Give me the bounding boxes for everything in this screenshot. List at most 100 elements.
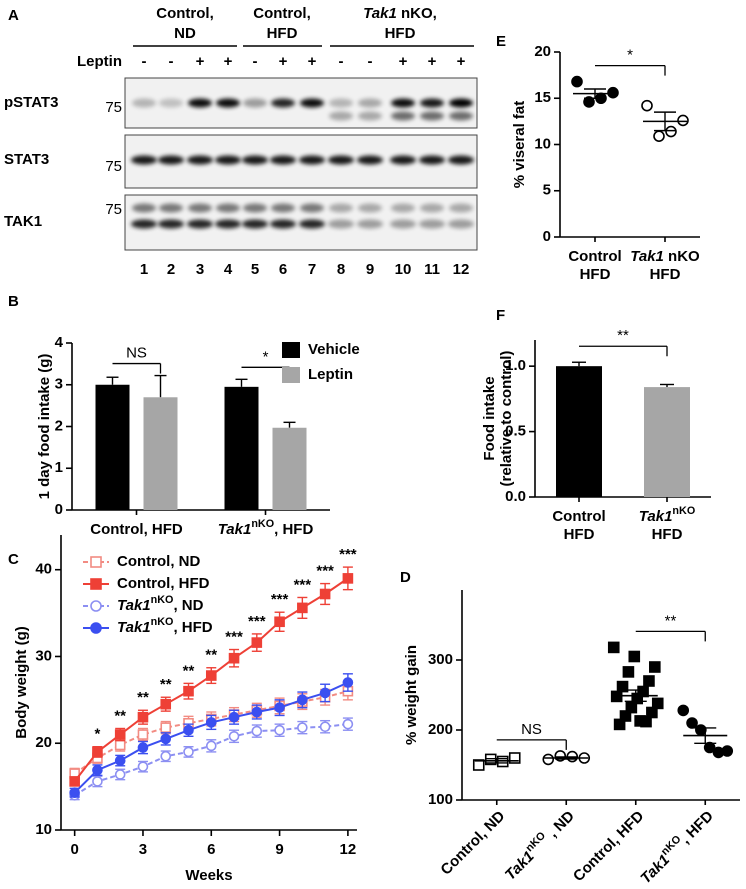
significance: **	[160, 676, 172, 693]
point	[160, 733, 172, 745]
point	[653, 130, 665, 142]
y-tick-label: 1	[55, 459, 63, 476]
group-label: Tak1 nKO,	[363, 5, 437, 22]
blot-band	[391, 203, 415, 213]
x-tick-label: Control, ND	[437, 808, 508, 879]
significance: ***	[225, 628, 243, 645]
blot-band	[188, 98, 212, 108]
y-axis-label: % weight gain	[403, 645, 420, 745]
y-tick-label: 200	[428, 721, 453, 738]
text-part: nKO	[672, 505, 695, 517]
treatment-sign: +	[308, 53, 317, 70]
point	[69, 776, 80, 787]
point	[631, 692, 644, 705]
point	[114, 729, 126, 740]
treatment-sign: +	[457, 53, 466, 70]
y-tick-label: 0	[55, 501, 63, 518]
point	[274, 702, 285, 713]
point	[665, 125, 677, 138]
treatment-sign: +	[279, 53, 288, 70]
x-tick-label: HFD	[580, 266, 611, 283]
lane-number: 2	[167, 261, 175, 278]
blot-band	[420, 203, 444, 213]
blot-band	[216, 203, 240, 213]
point	[686, 717, 698, 729]
significance: NS	[521, 721, 542, 738]
point	[643, 675, 655, 687]
y-tick-label: 0.5	[505, 423, 526, 440]
mw-marker: 75	[105, 201, 122, 218]
point	[342, 677, 354, 688]
significance: **	[617, 327, 629, 344]
point	[137, 742, 149, 753]
point	[583, 96, 595, 108]
significance: **	[205, 647, 217, 664]
point	[571, 75, 583, 88]
mw-marker: 75	[105, 99, 122, 116]
text-part: Tak1	[639, 508, 673, 525]
blot-band	[300, 98, 324, 108]
point	[297, 694, 308, 706]
point	[114, 739, 126, 751]
point	[622, 666, 635, 678]
point	[160, 722, 172, 733]
significance: **	[183, 662, 195, 679]
point	[607, 641, 620, 654]
y-axis-label: (relative to control)	[498, 351, 515, 487]
point	[342, 573, 354, 584]
group-label: HFD	[267, 25, 298, 42]
treatment-sign: -	[169, 53, 174, 70]
blot-band	[328, 155, 354, 165]
point	[297, 602, 308, 614]
blot-band	[187, 155, 213, 165]
blot-band	[270, 155, 296, 165]
blot-band	[390, 155, 416, 165]
text-part: , HFD	[274, 521, 313, 538]
legend-marker	[90, 578, 102, 590]
x-tick-label: Control	[568, 248, 621, 265]
x-tick-label: Tak1nKO, HFD	[218, 518, 314, 538]
blot-band	[243, 98, 267, 108]
group-label: HFD	[385, 25, 416, 42]
legend-label: Control, ND	[117, 553, 200, 570]
panel-letter: F	[496, 307, 505, 324]
y-tick-label: 10	[35, 821, 52, 838]
point	[508, 752, 521, 764]
y-tick-label: 10	[534, 135, 551, 152]
group-label: Control,	[156, 5, 214, 22]
blot-band	[420, 111, 444, 121]
text-part: nKO	[251, 518, 274, 530]
y-tick-label: 100	[428, 791, 453, 808]
point	[649, 661, 661, 673]
lane-number: 5	[251, 261, 259, 278]
lane-number: 9	[366, 261, 374, 278]
blot-band	[215, 155, 241, 165]
x-tick-label: 3	[139, 841, 147, 858]
bar	[95, 384, 130, 510]
lane-number: 4	[224, 261, 233, 278]
x-tick-label: 12	[340, 841, 357, 858]
blot-band	[299, 155, 325, 165]
point	[319, 721, 331, 733]
row-label: STAT3	[4, 151, 49, 168]
blot-band	[358, 98, 382, 108]
treatment-sign: -	[339, 53, 344, 70]
bar	[143, 397, 178, 510]
y-tick-label: 1.0	[505, 357, 526, 374]
point	[137, 761, 149, 772]
point	[228, 730, 240, 742]
point	[228, 711, 240, 723]
text-part: nKO,	[397, 5, 437, 22]
text-part: , HFD	[173, 619, 212, 636]
treatment-sign: +	[428, 53, 437, 70]
x-tick-label: HFD	[564, 526, 595, 543]
legend-label: Tak1nKO, HFD	[117, 616, 213, 636]
point	[625, 701, 638, 714]
point	[69, 787, 80, 798]
point	[160, 750, 172, 762]
panel-letter: A	[8, 7, 19, 24]
point	[634, 715, 646, 727]
point	[274, 724, 285, 736]
point	[183, 724, 194, 736]
significance: ***	[294, 576, 312, 593]
